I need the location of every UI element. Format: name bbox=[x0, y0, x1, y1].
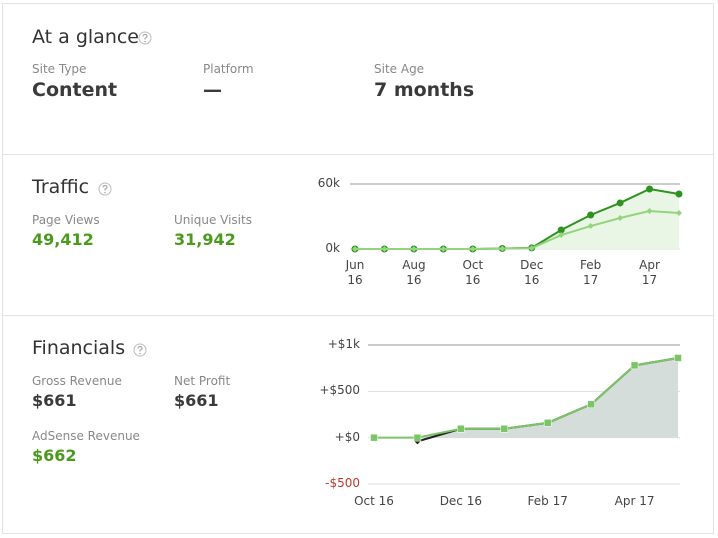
x-tick-label: Oct 16 bbox=[462, 258, 484, 287]
stat-value: $661 bbox=[32, 391, 77, 410]
point bbox=[617, 215, 624, 222]
stat-value: 31,942 bbox=[174, 230, 236, 249]
x-tick-label: Feb 17 bbox=[580, 258, 602, 287]
x-tick-label: Apr 17 bbox=[639, 258, 660, 287]
point bbox=[646, 207, 653, 214]
stat-value: Content bbox=[32, 79, 118, 101]
help-icon[interactable] bbox=[133, 343, 147, 357]
y-tick-label: 60k bbox=[317, 176, 340, 190]
point bbox=[676, 210, 682, 217]
y-tick-label: +$0 bbox=[334, 429, 360, 444]
stat-value: $661 bbox=[174, 391, 219, 410]
point bbox=[587, 223, 594, 230]
stat-label: Gross Revenue bbox=[32, 374, 122, 388]
point bbox=[381, 246, 388, 252]
point bbox=[370, 433, 378, 442]
stat-label: Site Age bbox=[374, 62, 425, 76]
x-tick-label: Apr 17 bbox=[614, 494, 655, 508]
stat-label: Site Type bbox=[32, 62, 87, 76]
point bbox=[457, 425, 465, 433]
y-tick-label: -$500 bbox=[325, 476, 360, 490]
point bbox=[630, 361, 639, 370]
point bbox=[557, 226, 565, 234]
point bbox=[675, 190, 683, 198]
stat-value: $662 bbox=[32, 446, 77, 465]
help-icon[interactable] bbox=[138, 31, 152, 45]
point bbox=[500, 425, 509, 433]
y-tick-label: +$1k bbox=[327, 337, 360, 351]
x-tick-label: Aug 16 bbox=[402, 258, 426, 287]
point bbox=[558, 232, 565, 239]
point bbox=[469, 246, 476, 252]
point bbox=[528, 245, 535, 252]
y-tick-label: +$500 bbox=[319, 383, 360, 398]
point bbox=[616, 199, 624, 207]
stat-value: 49,412 bbox=[32, 230, 94, 249]
stat-label: Unique Visits bbox=[174, 213, 252, 227]
point bbox=[352, 246, 358, 252]
x-tick-label: Oct 16 bbox=[354, 494, 394, 508]
point bbox=[499, 245, 506, 252]
point bbox=[646, 185, 654, 193]
point bbox=[587, 400, 595, 409]
y-tick-label: 0k bbox=[325, 241, 340, 255]
stat-label: Page Views bbox=[32, 213, 100, 227]
section-title: Traffic bbox=[32, 176, 90, 198]
x-tick-label: Feb 17 bbox=[527, 494, 568, 508]
stat-value: 7 months bbox=[374, 79, 475, 101]
point bbox=[587, 211, 595, 219]
x-tick-label: Dec 16 bbox=[520, 258, 544, 287]
glance-card bbox=[2, 3, 714, 155]
line bbox=[355, 209, 680, 250]
point bbox=[440, 246, 447, 252]
section-title: Financials bbox=[32, 337, 126, 359]
line bbox=[374, 356, 679, 439]
point bbox=[410, 246, 417, 252]
stat-label: AdSense Revenue bbox=[32, 429, 140, 443]
point bbox=[543, 419, 552, 427]
stat-value: — bbox=[203, 79, 222, 101]
section-title: At a glance bbox=[32, 26, 139, 48]
area bbox=[374, 357, 678, 438]
area bbox=[355, 188, 679, 249]
stat-label: Net Profit bbox=[174, 374, 231, 388]
point bbox=[413, 433, 422, 442]
stat-label: Platform bbox=[203, 62, 254, 76]
help-icon[interactable] bbox=[98, 182, 112, 196]
point bbox=[674, 354, 682, 362]
x-tick-label: Jun 16 bbox=[345, 258, 365, 287]
x-tick-label: Dec 16 bbox=[439, 494, 482, 508]
